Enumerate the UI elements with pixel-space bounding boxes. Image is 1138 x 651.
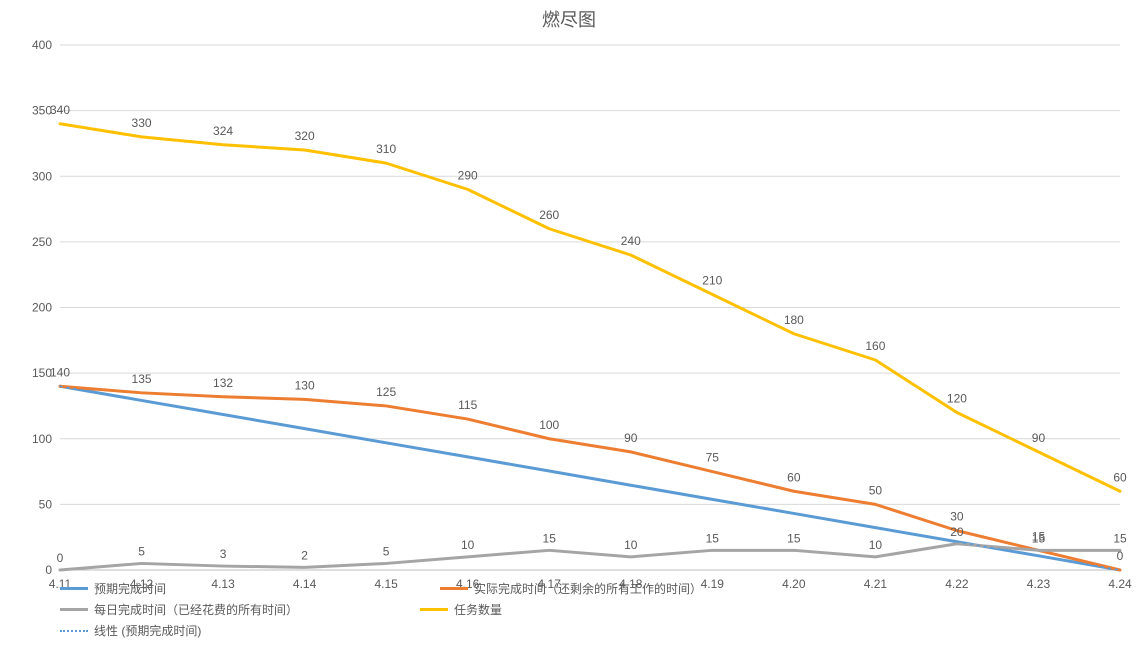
legend-swatch	[440, 587, 468, 590]
data-label: 120	[947, 392, 967, 406]
y-tick-label: 200	[32, 301, 52, 315]
legend-label: 实际完成时间（还剩余的所有工作的时间）	[474, 580, 702, 597]
y-tick-label: 400	[32, 38, 52, 52]
data-label: 15	[787, 531, 801, 545]
data-label: 135	[132, 372, 152, 386]
legend-item-daily: 每日完成时间（已经花费的所有时间）	[60, 601, 400, 618]
y-tick-label: 50	[39, 497, 53, 511]
data-label: 320	[295, 129, 315, 143]
data-label: 160	[865, 339, 885, 353]
data-label: 125	[376, 385, 396, 399]
legend-item-tasks: 任务数量	[420, 601, 780, 618]
data-label: 20	[950, 525, 964, 539]
legend-label: 预期完成时间	[94, 580, 166, 597]
data-label: 90	[624, 431, 638, 445]
data-label: 5	[383, 544, 390, 558]
data-label: 15	[1032, 531, 1046, 545]
data-label: 290	[458, 168, 478, 182]
data-label: 340	[50, 103, 70, 117]
data-label: 2	[301, 548, 308, 562]
data-label: 90	[1032, 431, 1046, 445]
data-label: 10	[869, 538, 883, 552]
legend-item-expected: 预期完成时间	[60, 580, 420, 597]
data-label: 324	[213, 124, 233, 138]
y-tick-label: 250	[32, 235, 52, 249]
legend-swatch	[60, 630, 88, 632]
data-label: 10	[624, 538, 638, 552]
data-label: 240	[621, 234, 641, 248]
y-tick-label: 0	[45, 563, 52, 577]
data-label: 0	[1117, 549, 1124, 563]
data-label: 130	[295, 378, 315, 392]
burndown-chart: 燃尽图 0501001502002503003504004.114.124.13…	[0, 0, 1138, 651]
legend-label: 每日完成时间（已经花费的所有时间）	[94, 601, 298, 618]
data-label: 15	[543, 531, 557, 545]
data-label: 210	[702, 273, 722, 287]
data-label: 140	[50, 365, 70, 379]
data-label: 15	[706, 531, 720, 545]
legend-label: 线性 (预期完成时间)	[94, 622, 201, 639]
legend-swatch	[420, 608, 448, 611]
legend-swatch	[60, 587, 88, 590]
legend-item-trend: 线性 (预期完成时间)	[60, 622, 420, 639]
legend-swatch	[60, 608, 88, 611]
data-label: 75	[706, 451, 720, 465]
data-label: 50	[869, 483, 883, 497]
data-label: 115	[458, 398, 477, 412]
data-label: 30	[950, 510, 964, 524]
data-label: 132	[213, 376, 233, 390]
data-label: 60	[787, 470, 801, 484]
y-tick-label: 300	[32, 169, 52, 183]
chart-legend: 预期完成时间 实际完成时间（还剩余的所有工作的时间） 每日完成时间（已经花费的所有时…	[60, 580, 1120, 643]
data-label: 5	[138, 544, 145, 558]
data-label: 60	[1113, 470, 1127, 484]
data-label: 10	[461, 538, 475, 552]
y-tick-label: 100	[32, 432, 52, 446]
data-label: 0	[57, 551, 64, 565]
data-label: 310	[376, 142, 396, 156]
data-label: 180	[784, 313, 804, 327]
data-label: 330	[132, 116, 152, 130]
chart-plot-svg: 0501001502002503003504004.114.124.134.14…	[0, 0, 1138, 651]
legend-item-actual: 实际完成时间（还剩余的所有工作的时间）	[440, 580, 800, 597]
data-label: 100	[539, 418, 559, 432]
data-label: 15	[1113, 531, 1127, 545]
data-label: 260	[539, 208, 559, 222]
legend-label: 任务数量	[454, 601, 502, 618]
data-label: 3	[220, 547, 227, 561]
